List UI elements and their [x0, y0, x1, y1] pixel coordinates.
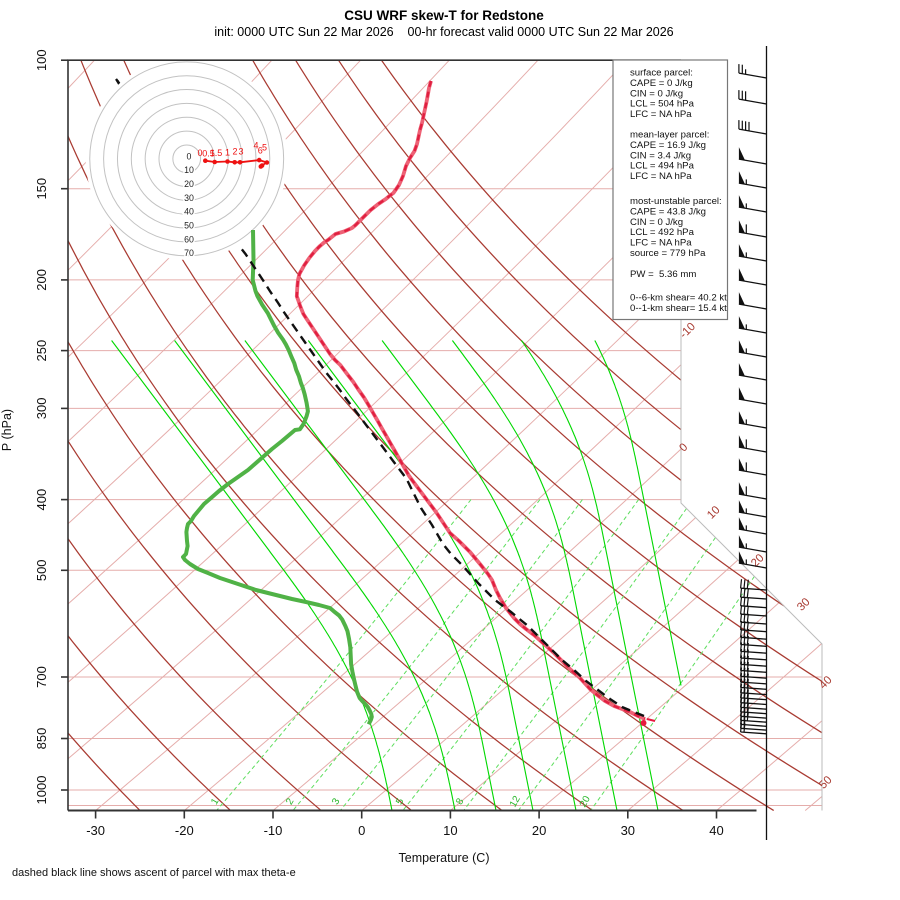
svg-text:LFC = NA hPa: LFC = NA hPa — [630, 171, 692, 182]
svg-text:60: 60 — [184, 234, 194, 244]
svg-text:0: 0 — [197, 148, 202, 158]
svg-text:6: 6 — [258, 146, 263, 156]
svg-text:400: 400 — [34, 489, 49, 511]
svg-text:-10: -10 — [264, 823, 283, 838]
svg-text:P (hPa): P (hPa) — [0, 409, 14, 451]
svg-text:150: 150 — [34, 178, 49, 200]
svg-text:20: 20 — [184, 179, 194, 189]
svg-text:LFC = NA hPa: LFC = NA hPa — [630, 109, 692, 120]
svg-text:300: 300 — [34, 398, 49, 420]
svg-text:3: 3 — [238, 147, 243, 157]
svg-text:CIN = 0 J/kg: CIN = 0 J/kg — [630, 217, 683, 228]
svg-text:850: 850 — [34, 728, 49, 750]
svg-text:0: 0 — [187, 151, 192, 161]
svg-text:dashed black line shows ascent: dashed black line shows ascent of parcel… — [12, 867, 296, 879]
svg-text:surface parcel:: surface parcel: — [630, 68, 693, 79]
svg-text:mean-layer parcel:: mean-layer parcel: — [630, 130, 709, 141]
svg-text:-20: -20 — [175, 823, 194, 838]
svg-text:20: 20 — [578, 794, 593, 810]
svg-text:CAPE = 16.9 J/kg: CAPE = 16.9 J/kg — [630, 140, 706, 151]
svg-text:0: 0 — [358, 823, 365, 838]
svg-text:source = 779 hPa: source = 779 hPa — [630, 248, 706, 259]
svg-text:4: 4 — [253, 141, 258, 151]
svg-text:Temperature (C): Temperature (C) — [399, 851, 490, 865]
svg-text:40: 40 — [709, 823, 723, 838]
svg-text:1.5: 1.5 — [210, 148, 223, 158]
svg-text:10: 10 — [184, 165, 194, 175]
svg-text:10: 10 — [443, 823, 457, 838]
svg-text:70: 70 — [184, 248, 194, 258]
svg-text:0--6-km shear= 40.2 kt: 0--6-km shear= 40.2 kt — [630, 293, 727, 304]
svg-text:30: 30 — [184, 193, 194, 203]
svg-text:2: 2 — [284, 796, 297, 807]
svg-text:200: 200 — [34, 269, 49, 291]
svg-text:LFC = NA hPa: LFC = NA hPa — [630, 238, 692, 249]
svg-text:2: 2 — [232, 147, 237, 157]
svg-text:LCL = 492 hPa: LCL = 492 hPa — [630, 227, 695, 238]
svg-text:LCL = 504 hPa: LCL = 504 hPa — [630, 99, 695, 110]
svg-text:CAPE = 0 J/kg: CAPE = 0 J/kg — [630, 78, 693, 89]
svg-text:1: 1 — [225, 147, 230, 157]
svg-text:30: 30 — [621, 823, 635, 838]
svg-text:5: 5 — [394, 796, 407, 807]
svg-text:1000: 1000 — [34, 776, 49, 805]
svg-text:CSU WRF skew-T for Redstone: CSU WRF skew-T for Redstone — [344, 8, 544, 23]
svg-text:500: 500 — [34, 559, 49, 581]
svg-text:LCL = 494 hPa: LCL = 494 hPa — [630, 161, 695, 172]
svg-text:CIN = 3.4 J/kg: CIN = 3.4 J/kg — [630, 150, 691, 161]
svg-text:3: 3 — [330, 796, 343, 807]
svg-text:1: 1 — [209, 796, 222, 807]
svg-text:40: 40 — [184, 207, 194, 217]
svg-text:0--1-km shear= 15.4 kt: 0--1-km shear= 15.4 kt — [630, 303, 727, 314]
svg-text:PW = 5.36 mm: PW = 5.36 mm — [630, 269, 696, 280]
svg-text:700: 700 — [34, 666, 49, 688]
svg-text:most-unstable parcel:: most-unstable parcel: — [630, 196, 722, 207]
svg-text:init: 0000 UTC Sun 22 Mar 2026: init: 0000 UTC Sun 22 Mar 2026 00-hr for… — [214, 25, 673, 39]
svg-text:20: 20 — [532, 823, 546, 838]
svg-text:CIN = 0 J/kg: CIN = 0 J/kg — [630, 88, 683, 99]
svg-text:0.5: 0.5 — [202, 149, 215, 159]
svg-text:-30: -30 — [86, 823, 105, 838]
svg-text:50: 50 — [184, 221, 194, 231]
svg-text:12: 12 — [508, 794, 523, 810]
svg-text:100: 100 — [34, 49, 49, 71]
svg-text:250: 250 — [34, 340, 49, 362]
svg-text:CAPE = 43.8 J/kg: CAPE = 43.8 J/kg — [630, 207, 706, 218]
svg-text:8: 8 — [454, 796, 467, 807]
svg-text:5: 5 — [262, 143, 267, 153]
